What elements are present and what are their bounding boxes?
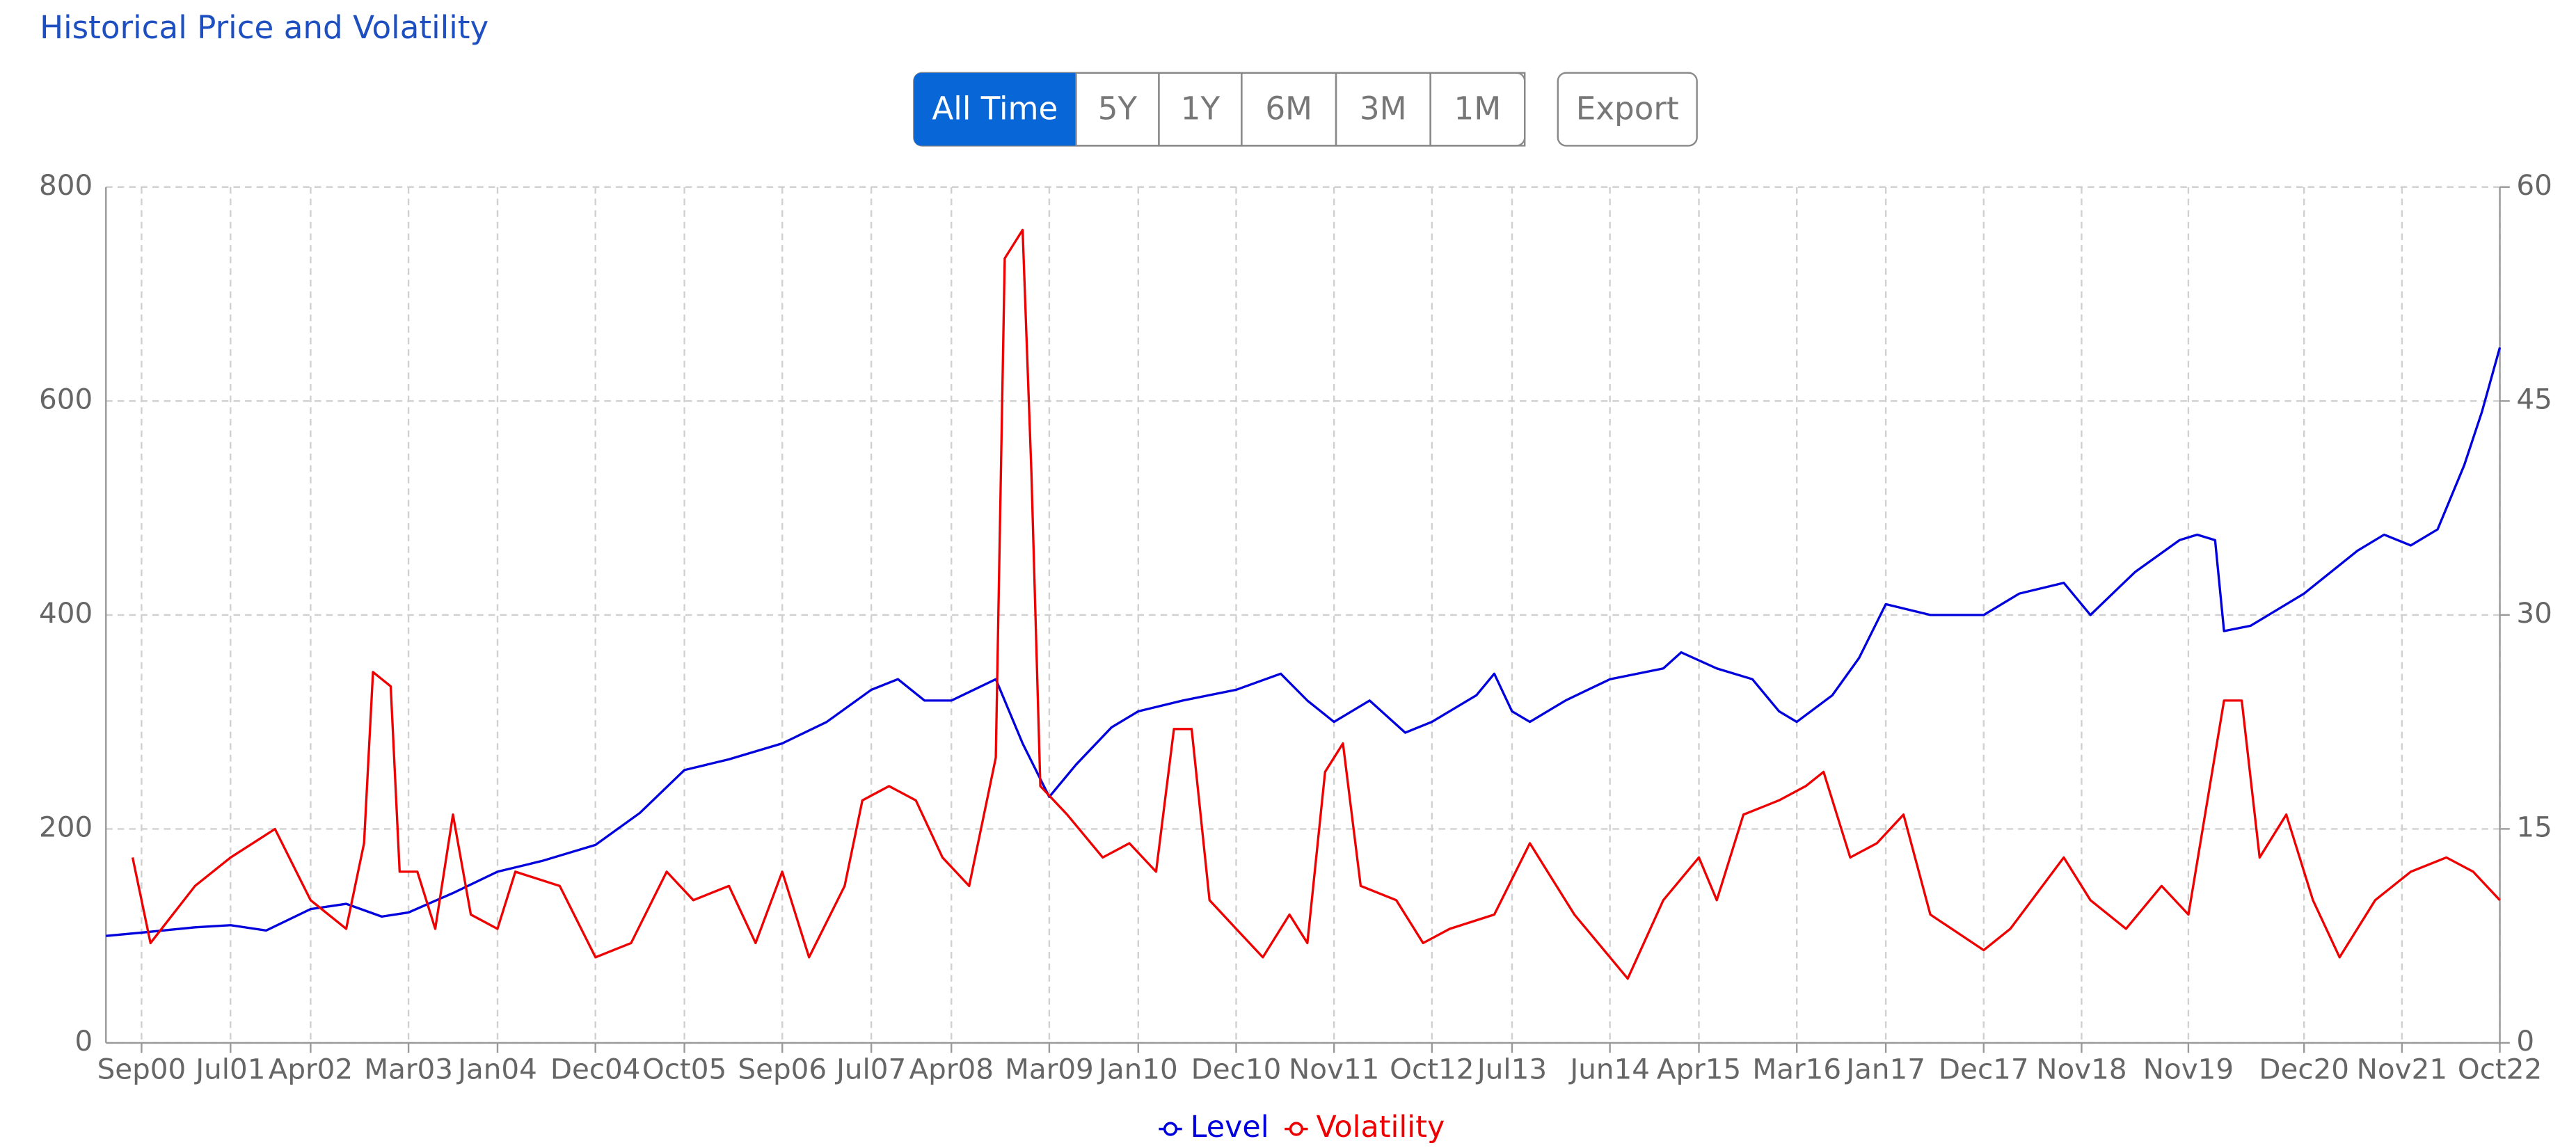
range-button-label: 5Y bbox=[1098, 90, 1138, 127]
x-tick-label: Sep00 bbox=[97, 1052, 186, 1085]
x-tick-label: Dec20 bbox=[2259, 1052, 2349, 1085]
x-tick-label: Nov18 bbox=[2036, 1052, 2126, 1085]
y-tick-label: 200 bbox=[39, 810, 93, 843]
y-tick-label: 800 bbox=[39, 168, 93, 202]
x-tick-label: Dec10 bbox=[1191, 1052, 1282, 1085]
x-tick-label: Mar09 bbox=[1005, 1052, 1094, 1085]
y-tick-label: 400 bbox=[39, 596, 93, 630]
y2-tick-label: 15 bbox=[2516, 810, 2552, 843]
x-tick-label: Oct12 bbox=[1390, 1052, 1474, 1085]
export-button[interactable] bbox=[1557, 72, 1698, 147]
x-tick-label: Jan17 bbox=[1844, 1052, 1925, 1085]
series-line bbox=[106, 346, 2502, 937]
x-tick-label: Apr02 bbox=[269, 1052, 353, 1085]
range-button-label: 1Y bbox=[1181, 90, 1221, 127]
x-tick-label: Jul01 bbox=[193, 1052, 265, 1085]
x-tick-label: Jul13 bbox=[1475, 1052, 1547, 1085]
legend-swatch bbox=[1163, 1122, 1178, 1136]
y2-tick-label: 0 bbox=[2516, 1024, 2534, 1058]
range-button-label: All Time bbox=[932, 90, 1058, 127]
x-tick-label: Nov19 bbox=[2143, 1052, 2234, 1085]
x-tick-label: Jul07 bbox=[834, 1052, 906, 1085]
x-tick-label: Nov11 bbox=[1289, 1052, 1379, 1085]
range-button[interactable] bbox=[914, 72, 1076, 146]
y-tick-label: 0 bbox=[74, 1024, 93, 1058]
x-tick-label: Jun14 bbox=[1568, 1052, 1650, 1085]
x-tick-label: Apr08 bbox=[909, 1052, 994, 1085]
x-tick-label: Jan04 bbox=[456, 1052, 537, 1085]
page-title: Historical Price and Volatility bbox=[40, 9, 488, 46]
export-label: Export bbox=[1576, 90, 1679, 127]
legend-label: Level bbox=[1191, 1110, 1269, 1145]
range-button-label: 6M bbox=[1265, 90, 1312, 127]
series-line bbox=[131, 228, 2501, 980]
legend-swatch bbox=[1289, 1122, 1304, 1136]
x-tick-label: Mar03 bbox=[364, 1052, 453, 1085]
range-button-label: 3M bbox=[1360, 90, 1407, 127]
y2-tick-label: 30 bbox=[2516, 596, 2552, 630]
x-tick-label: Apr15 bbox=[1657, 1052, 1741, 1085]
y-tick-label: 600 bbox=[39, 382, 93, 415]
x-tick-label: Oct05 bbox=[642, 1052, 726, 1085]
x-tick-label: Dec04 bbox=[550, 1052, 641, 1085]
x-tick-label: Nov21 bbox=[2357, 1052, 2447, 1085]
range-button[interactable] bbox=[1429, 72, 1526, 147]
y2-tick-label: 45 bbox=[2516, 382, 2552, 415]
x-tick-label: Mar16 bbox=[1752, 1052, 1841, 1085]
legend-label: Volatility bbox=[1316, 1110, 1445, 1145]
x-tick-label: Dec17 bbox=[1939, 1052, 2029, 1085]
x-tick-label: Oct22 bbox=[2458, 1052, 2542, 1085]
x-tick-label: Sep06 bbox=[738, 1052, 827, 1085]
y2-tick-label: 60 bbox=[2516, 168, 2552, 202]
range-button-label: 1M bbox=[1454, 90, 1502, 127]
x-tick-label: Jan10 bbox=[1097, 1052, 1178, 1085]
